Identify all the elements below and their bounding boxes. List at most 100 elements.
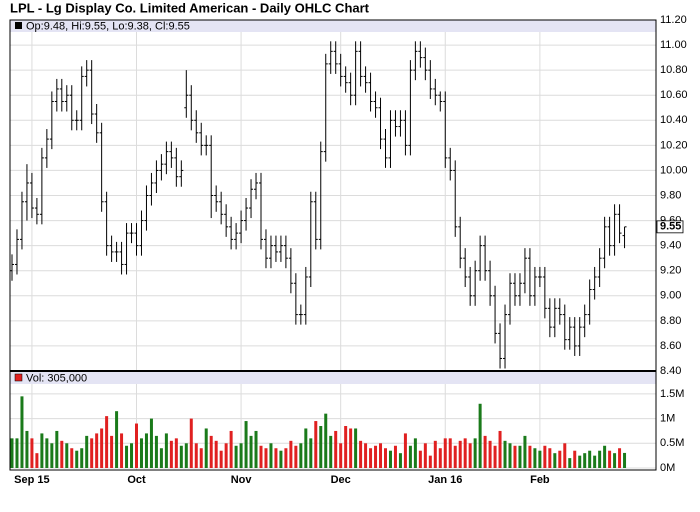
volume-bar bbox=[518, 445, 522, 468]
volume-bar bbox=[115, 411, 119, 468]
volume-bar bbox=[473, 438, 477, 468]
volume-bar bbox=[184, 443, 188, 468]
y-tick-label: 11.00 bbox=[660, 39, 687, 51]
volume-bar bbox=[388, 450, 392, 468]
y-tick-label: 8.80 bbox=[660, 315, 681, 327]
volume-bar bbox=[80, 448, 84, 468]
volume-bar bbox=[339, 443, 343, 468]
volume-bar bbox=[384, 448, 387, 468]
volume-bar bbox=[309, 438, 313, 468]
volume-bar bbox=[513, 445, 517, 468]
volume-bar bbox=[10, 438, 14, 468]
volume-bar bbox=[578, 455, 582, 468]
volume-tick-label: 0M bbox=[660, 462, 675, 474]
volume-bar bbox=[558, 450, 562, 468]
volume-bar bbox=[304, 428, 308, 468]
y-tick-label: 11.20 bbox=[660, 14, 687, 26]
volume-bar bbox=[25, 430, 29, 468]
y-tick-label: 10.80 bbox=[660, 64, 688, 76]
volume-bar bbox=[428, 455, 432, 468]
volume-bar bbox=[234, 445, 238, 468]
volume-bar bbox=[533, 448, 537, 468]
volume-bar bbox=[100, 428, 104, 468]
volume-bar bbox=[418, 450, 422, 468]
volume-bar bbox=[553, 453, 557, 468]
volume-bar bbox=[209, 435, 213, 468]
volume-bar bbox=[299, 443, 303, 468]
volume-bar bbox=[543, 445, 547, 468]
volume-bar bbox=[369, 448, 373, 468]
volume-bar bbox=[20, 396, 24, 468]
volume-bar bbox=[613, 453, 617, 468]
y-tick-label: 8.40 bbox=[660, 365, 681, 377]
volume-bar bbox=[199, 448, 203, 468]
volume-bar bbox=[224, 443, 228, 468]
volume-bar bbox=[354, 428, 358, 468]
volume-bar bbox=[603, 445, 607, 468]
volume-bar bbox=[488, 440, 492, 468]
volume-bar bbox=[349, 428, 353, 468]
volume-bar bbox=[608, 450, 612, 468]
volume-bar bbox=[413, 438, 417, 468]
volume-bar bbox=[40, 433, 44, 468]
volume-bar bbox=[503, 440, 507, 468]
volume-bar bbox=[30, 438, 34, 468]
volume-bar bbox=[379, 443, 383, 468]
volume-bar bbox=[35, 453, 39, 468]
volume-bar bbox=[408, 445, 412, 468]
y-tick-label: 10.60 bbox=[660, 89, 688, 101]
y-tick-label: 10.00 bbox=[660, 164, 688, 176]
volume-bar bbox=[593, 455, 597, 468]
volume-bar bbox=[45, 438, 49, 468]
volume-bar bbox=[274, 448, 278, 468]
volume-bar bbox=[60, 440, 64, 468]
volume-bar bbox=[448, 438, 452, 468]
volume-bar bbox=[194, 443, 198, 468]
x-tick-label: Jan 16 bbox=[428, 474, 462, 486]
x-tick-label: Oct bbox=[127, 474, 146, 486]
y-tick-label: 10.20 bbox=[660, 139, 688, 151]
volume-bar bbox=[125, 445, 129, 468]
volume-bar bbox=[135, 423, 138, 468]
volume-bar bbox=[154, 435, 158, 468]
volume-bar bbox=[159, 448, 163, 468]
x-tick-label: Nov bbox=[231, 474, 253, 486]
volume-bar bbox=[618, 448, 622, 468]
volume-bar bbox=[219, 450, 223, 468]
last-price-label: 9.55 bbox=[660, 221, 681, 233]
volume-bar bbox=[393, 445, 397, 468]
volume-bar bbox=[329, 435, 333, 468]
chart-title: LPL - Lg Display Co. Limited American - … bbox=[10, 0, 370, 15]
volume-bar bbox=[55, 430, 59, 468]
volume-bar bbox=[144, 433, 148, 468]
volume-bar bbox=[423, 443, 427, 468]
y-tick-label: 9.00 bbox=[660, 290, 681, 302]
volume-bar bbox=[478, 403, 482, 468]
last-price-box bbox=[656, 220, 684, 234]
volume-bar bbox=[528, 445, 532, 468]
volume-bar bbox=[289, 440, 293, 468]
volume-bar bbox=[15, 438, 19, 468]
volume-bar bbox=[433, 440, 437, 468]
volume-bar bbox=[254, 430, 258, 468]
volume-bar bbox=[319, 426, 323, 468]
y-tick-label: 9.40 bbox=[660, 240, 681, 252]
volume-bar bbox=[374, 445, 378, 468]
volume-bar bbox=[204, 428, 208, 468]
volume-bar bbox=[443, 438, 447, 468]
volume-bar bbox=[493, 445, 497, 468]
volume-bar bbox=[149, 418, 153, 468]
volume-bar bbox=[563, 443, 567, 468]
volume-bar bbox=[583, 453, 587, 468]
volume-bar bbox=[453, 445, 457, 468]
volume-bar bbox=[65, 443, 69, 468]
volume-bar bbox=[264, 448, 268, 468]
volume-bar bbox=[623, 452, 627, 468]
y-tick-label: 9.20 bbox=[660, 265, 681, 277]
volume-legend: Vol: 305,000 bbox=[26, 372, 87, 384]
volume-bar bbox=[279, 450, 283, 468]
volume-bar bbox=[179, 445, 183, 468]
volume-bar bbox=[249, 435, 253, 468]
volume-bar bbox=[468, 443, 472, 468]
volume-bar bbox=[284, 448, 288, 468]
